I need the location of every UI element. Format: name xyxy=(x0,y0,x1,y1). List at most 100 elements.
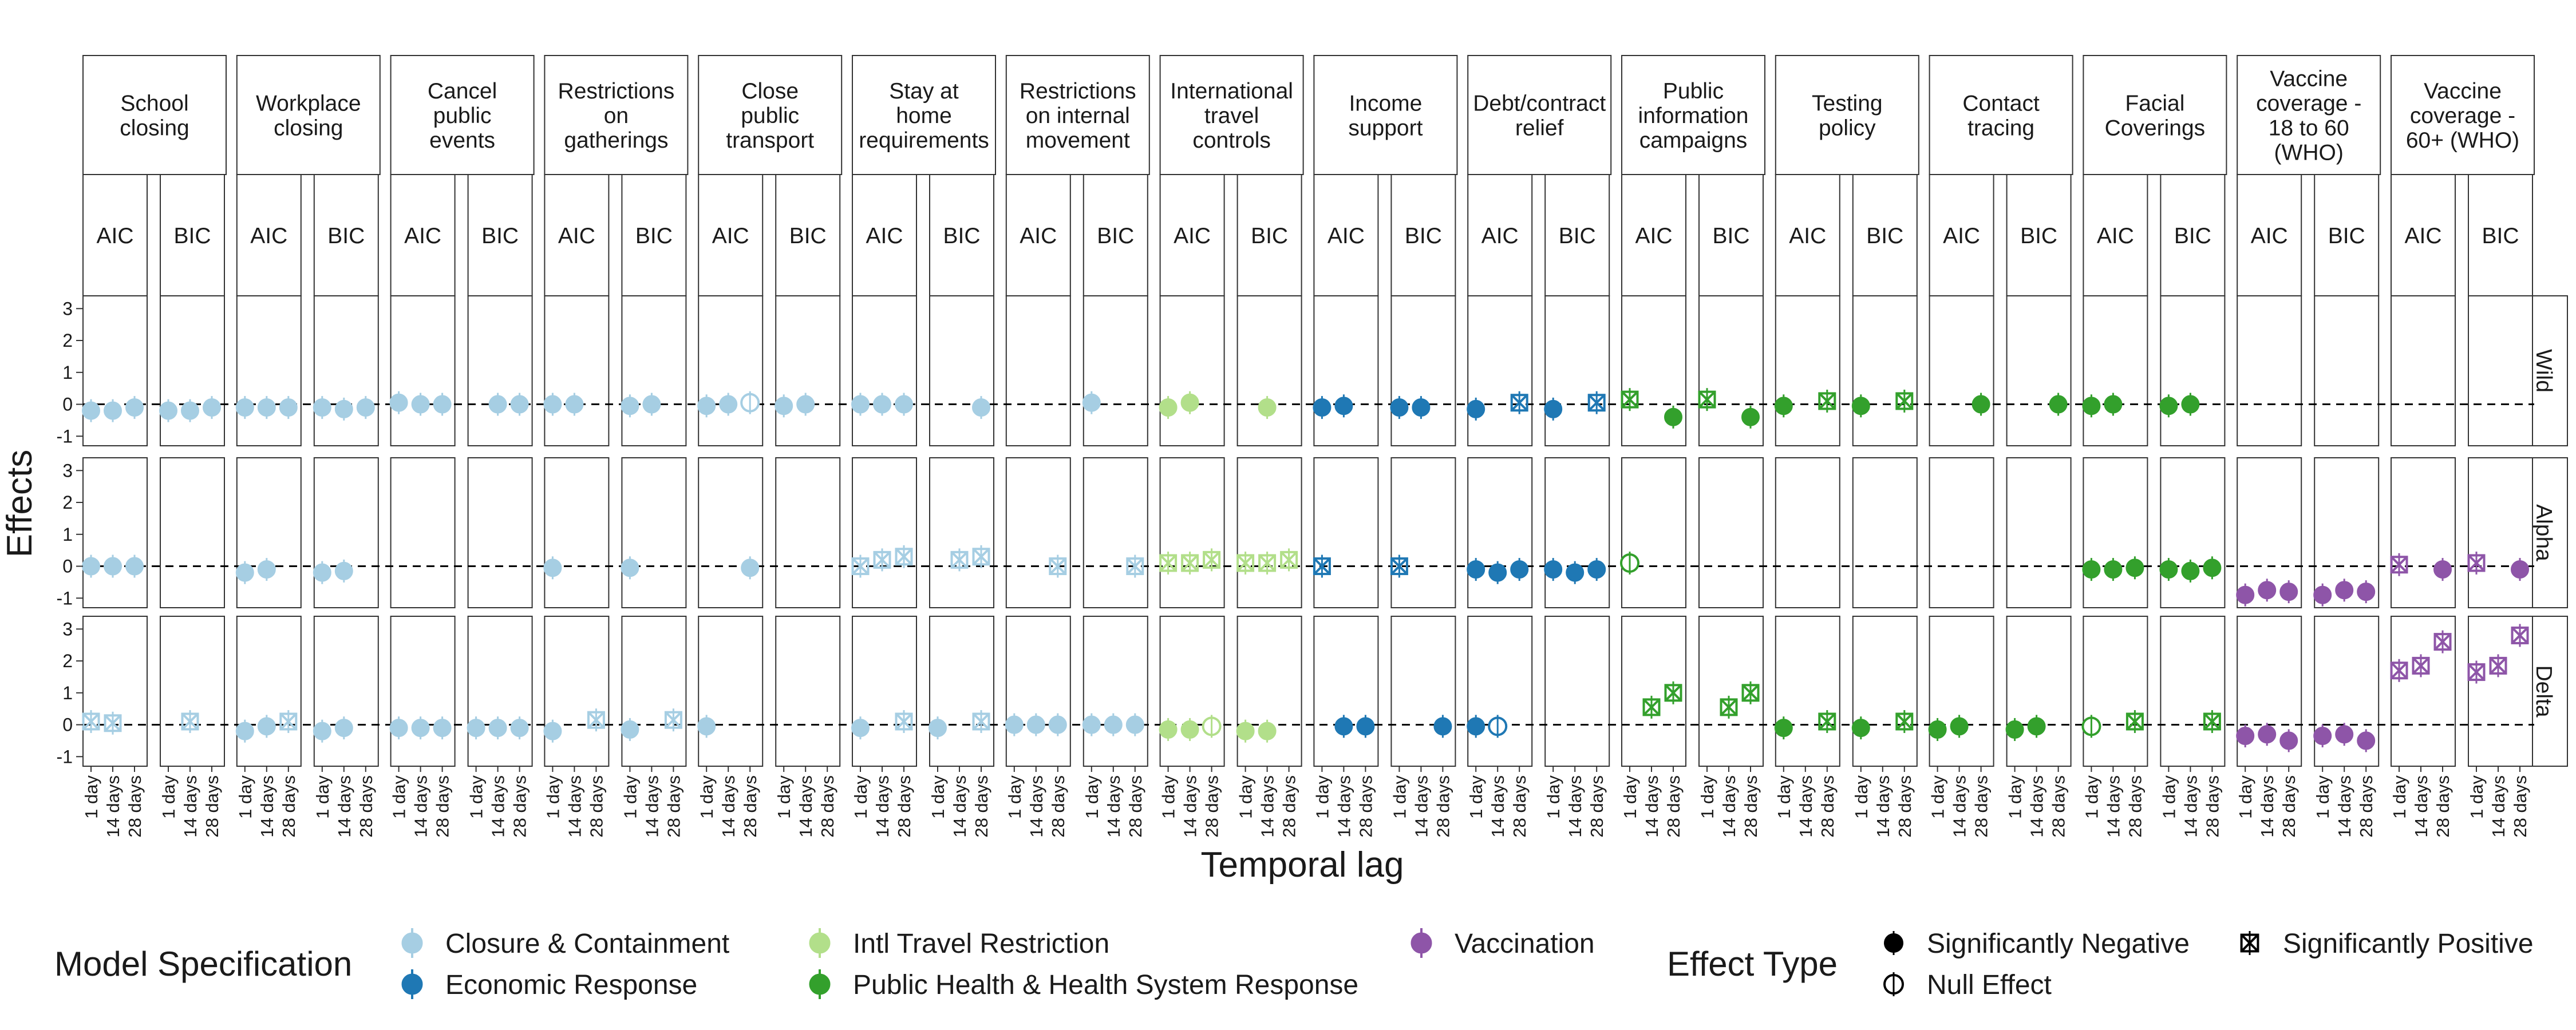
marker-negative xyxy=(389,719,408,738)
facet-panel xyxy=(1544,616,1610,767)
x-tick-label: 14 days xyxy=(2411,775,2431,838)
marker-negative xyxy=(2159,397,2178,415)
data-point xyxy=(2236,724,2255,748)
marker-positive-cross xyxy=(2468,663,2485,681)
marker-positive-box xyxy=(1236,554,1255,572)
marker-positive-cross xyxy=(1698,391,1716,409)
x-tick-label: 14 days xyxy=(1642,775,1662,838)
facet-panel xyxy=(929,457,994,608)
marker-positive-cross xyxy=(1126,557,1144,575)
legend-item-label: Economic Response xyxy=(445,970,697,1000)
x-tick-label: 14 days xyxy=(1411,775,1431,838)
marker-positive-box xyxy=(851,557,870,576)
x-tick-label: 1 day xyxy=(1312,775,1332,819)
marker-negative xyxy=(697,397,716,415)
marker-negative xyxy=(543,558,562,577)
policy-strip-label: 18 to 60 xyxy=(2269,116,2349,141)
marker-negative xyxy=(257,560,276,579)
policy-strip-label: Restrictions xyxy=(1020,79,1136,104)
data-point xyxy=(2203,710,2221,733)
criterion-strip-box xyxy=(1698,174,1764,296)
facet-panel xyxy=(2083,295,2148,446)
policy-strip-box xyxy=(82,55,227,175)
marker-negative xyxy=(543,722,562,740)
facet-panel xyxy=(1775,616,1840,767)
marker-positive-cross xyxy=(895,713,912,730)
x-tick-label: 28 days xyxy=(1587,775,1607,838)
facet-panel xyxy=(1852,457,1918,608)
x-tick-label: 14 days xyxy=(2257,775,2277,838)
marker-negative xyxy=(104,557,122,576)
data-point xyxy=(1851,716,1870,740)
data-point xyxy=(587,708,605,732)
marker-negative xyxy=(1664,407,1682,426)
data-point xyxy=(2125,710,2144,733)
data-point xyxy=(2511,624,2529,647)
policy-strip-box xyxy=(1467,55,1612,175)
marker-positive-cross xyxy=(279,713,297,730)
criterion-strip-label: AIC xyxy=(866,224,903,248)
x-tick-label: 1 day xyxy=(389,775,409,819)
data-point xyxy=(2005,718,2024,741)
facet-panel xyxy=(852,616,917,767)
x-tick-label: 28 days xyxy=(356,775,376,838)
facet-panel xyxy=(1390,295,1456,446)
facet-panel xyxy=(2160,295,2226,446)
marker-negative xyxy=(159,401,177,420)
data-point xyxy=(2433,630,2452,653)
marker-negative xyxy=(1467,717,1485,736)
legend-item-label: Null Effect xyxy=(1927,970,2052,1000)
facet-panel xyxy=(2083,616,2148,767)
marker-positive-cross xyxy=(1588,394,1606,411)
y-axis-label: Effects xyxy=(0,450,39,557)
marker-negative xyxy=(621,558,639,577)
policy-strip-label: public xyxy=(433,104,492,128)
data-point xyxy=(82,710,100,733)
marker-positive-box xyxy=(2467,554,2486,572)
marker-positive-cross xyxy=(104,714,121,732)
y-tick-label: 0 xyxy=(62,394,73,415)
x-tick-label: 14 days xyxy=(2103,775,2123,838)
facet-panel xyxy=(1852,616,1918,767)
x-tick-label: 1 day xyxy=(1005,775,1025,819)
data-point xyxy=(543,393,562,416)
marker-negative xyxy=(2313,727,2332,746)
facet-panel xyxy=(1390,457,1456,608)
y-tick-label: -1 xyxy=(57,588,73,608)
x-tick-label: 1 day xyxy=(1236,775,1256,819)
facet-panel xyxy=(1005,295,1071,446)
x-tick-label: 14 days xyxy=(488,775,508,838)
facet-panels xyxy=(82,295,2534,767)
marker-negative xyxy=(2082,397,2101,415)
marker-positive-cross xyxy=(1818,393,1836,410)
criterion-strip-box xyxy=(1082,174,1148,296)
facet-panel xyxy=(1929,457,1994,608)
marker-negative xyxy=(313,722,331,740)
policy-strip-box xyxy=(2237,55,2381,175)
policy-strip-label: public xyxy=(741,104,799,128)
facet-panel xyxy=(467,457,533,608)
data-point xyxy=(972,710,990,733)
x-tick-label: 1 day xyxy=(159,775,179,819)
marker-positive-cross xyxy=(1159,554,1177,572)
data-point xyxy=(2027,715,2046,738)
marker-negative xyxy=(621,397,639,415)
data-point xyxy=(1203,548,1221,572)
marker-negative xyxy=(1488,563,1507,582)
data-point xyxy=(2082,558,2101,581)
criterion-strip-label: BIC xyxy=(1405,224,1442,248)
marker-positive-cross xyxy=(874,551,891,569)
x-tick-label: 14 days xyxy=(1719,775,1739,838)
marker-positive-box xyxy=(664,711,682,729)
x-tick-label: 28 days xyxy=(740,775,760,838)
x-tick-label: 14 days xyxy=(411,775,431,838)
x-tick-label: 14 days xyxy=(950,775,970,838)
marker-negative xyxy=(2258,581,2277,600)
y-axes: 3 2 1 0 -1 3 2 1 0 -1 3 2 1 0 -1 xyxy=(57,298,83,767)
x-tick-label: 28 days xyxy=(279,775,299,838)
y-tick-label: 3 xyxy=(62,460,73,481)
policy-strip-label: home xyxy=(896,104,952,128)
marker-negative xyxy=(235,563,254,582)
